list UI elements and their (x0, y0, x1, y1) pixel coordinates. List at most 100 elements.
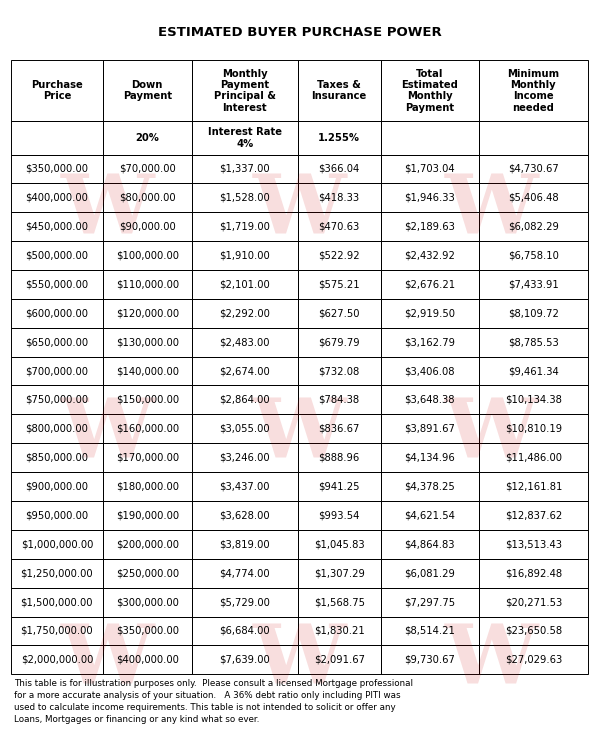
Text: $2,000,000.00: $2,000,000.00 (20, 655, 93, 664)
Text: $1,337.00: $1,337.00 (220, 164, 270, 174)
Text: $450,000.00: $450,000.00 (25, 222, 88, 232)
Bar (479, 588, 588, 616)
Text: Total
Estimated
Monthly
Payment: Total Estimated Monthly Payment (401, 69, 458, 112)
Bar (298, 530, 380, 559)
Bar (479, 270, 588, 298)
Text: $1,830.21: $1,830.21 (314, 626, 365, 636)
Text: $1,307.29: $1,307.29 (314, 568, 365, 578)
Bar (103, 588, 191, 616)
Text: $190,000.00: $190,000.00 (116, 511, 179, 520)
Bar (103, 616, 191, 645)
Bar (298, 328, 380, 357)
Bar (11, 270, 103, 298)
Bar (11, 501, 103, 530)
Text: $3,246.00: $3,246.00 (220, 453, 270, 463)
Bar (11, 154, 103, 184)
Bar (298, 242, 380, 270)
Text: $470.63: $470.63 (319, 222, 360, 232)
Text: 20%: 20% (136, 133, 159, 143)
Text: $950,000.00: $950,000.00 (25, 511, 88, 520)
Bar (191, 154, 298, 184)
Bar (191, 242, 298, 270)
Text: $3,162.79: $3,162.79 (404, 338, 455, 347)
Text: $1,500,000.00: $1,500,000.00 (20, 597, 93, 607)
Text: W: W (445, 620, 539, 700)
Bar (191, 60, 298, 122)
Bar (103, 122, 191, 154)
Bar (103, 154, 191, 184)
Bar (298, 588, 380, 616)
Text: $4,730.67: $4,730.67 (508, 164, 559, 174)
Bar (103, 501, 191, 530)
Text: This table is for illustration purposes only.  Please consult a licensed Mortgag: This table is for illustration purposes … (14, 679, 413, 724)
Text: Taxes &
Insurance: Taxes & Insurance (311, 80, 367, 101)
Bar (479, 530, 588, 559)
Text: Interest Rate
4%: Interest Rate 4% (208, 128, 281, 148)
Text: $170,000.00: $170,000.00 (116, 453, 179, 463)
Bar (380, 472, 479, 501)
Bar (191, 122, 298, 154)
Bar (380, 616, 479, 645)
Bar (479, 501, 588, 530)
Bar (191, 501, 298, 530)
Bar (298, 298, 380, 328)
Text: $130,000.00: $130,000.00 (116, 338, 179, 347)
Bar (11, 242, 103, 270)
Bar (298, 154, 380, 184)
Bar (11, 212, 103, 241)
Text: $850,000.00: $850,000.00 (25, 453, 88, 463)
Bar (103, 443, 191, 472)
Bar (103, 242, 191, 270)
Bar (298, 356, 380, 386)
Bar (103, 501, 191, 530)
Bar (298, 588, 380, 616)
Text: W: W (253, 170, 347, 250)
Bar (479, 616, 588, 645)
Bar (380, 530, 479, 559)
Bar (479, 60, 588, 122)
Bar (11, 60, 103, 122)
Bar (479, 298, 588, 328)
Text: $600,000.00: $600,000.00 (25, 308, 88, 318)
Bar (191, 298, 298, 328)
Bar (479, 298, 588, 328)
Text: $150,000.00: $150,000.00 (116, 395, 179, 405)
Bar (298, 645, 380, 674)
Bar (11, 530, 103, 559)
Bar (380, 122, 479, 154)
Bar (191, 356, 298, 386)
Bar (11, 328, 103, 357)
Bar (298, 386, 380, 414)
Bar (11, 559, 103, 588)
Bar (298, 60, 380, 122)
Text: Purchase
Price: Purchase Price (31, 80, 83, 101)
Text: $2,432.92: $2,432.92 (404, 251, 455, 260)
Bar (479, 356, 588, 386)
Bar (298, 212, 380, 241)
Text: $993.54: $993.54 (319, 511, 360, 520)
Bar (479, 242, 588, 270)
Text: $300,000.00: $300,000.00 (116, 597, 179, 607)
Bar (103, 328, 191, 357)
Bar (380, 122, 479, 154)
Bar (191, 559, 298, 588)
Bar (380, 60, 479, 122)
Text: $1,568.75: $1,568.75 (314, 597, 365, 607)
Text: $1,719.00: $1,719.00 (219, 222, 270, 232)
Text: $12,161.81: $12,161.81 (505, 482, 562, 491)
Bar (191, 645, 298, 674)
Bar (298, 298, 380, 328)
Text: W: W (61, 395, 155, 475)
Bar (380, 414, 479, 443)
Text: $7,433.91: $7,433.91 (508, 280, 559, 290)
Bar (103, 414, 191, 443)
Text: $7,639.00: $7,639.00 (219, 655, 270, 664)
Text: $1,250,000.00: $1,250,000.00 (20, 568, 93, 578)
Bar (380, 443, 479, 472)
Bar (298, 472, 380, 501)
Bar (11, 356, 103, 386)
Bar (298, 559, 380, 588)
Bar (191, 154, 298, 184)
Bar (191, 386, 298, 414)
Bar (191, 501, 298, 530)
